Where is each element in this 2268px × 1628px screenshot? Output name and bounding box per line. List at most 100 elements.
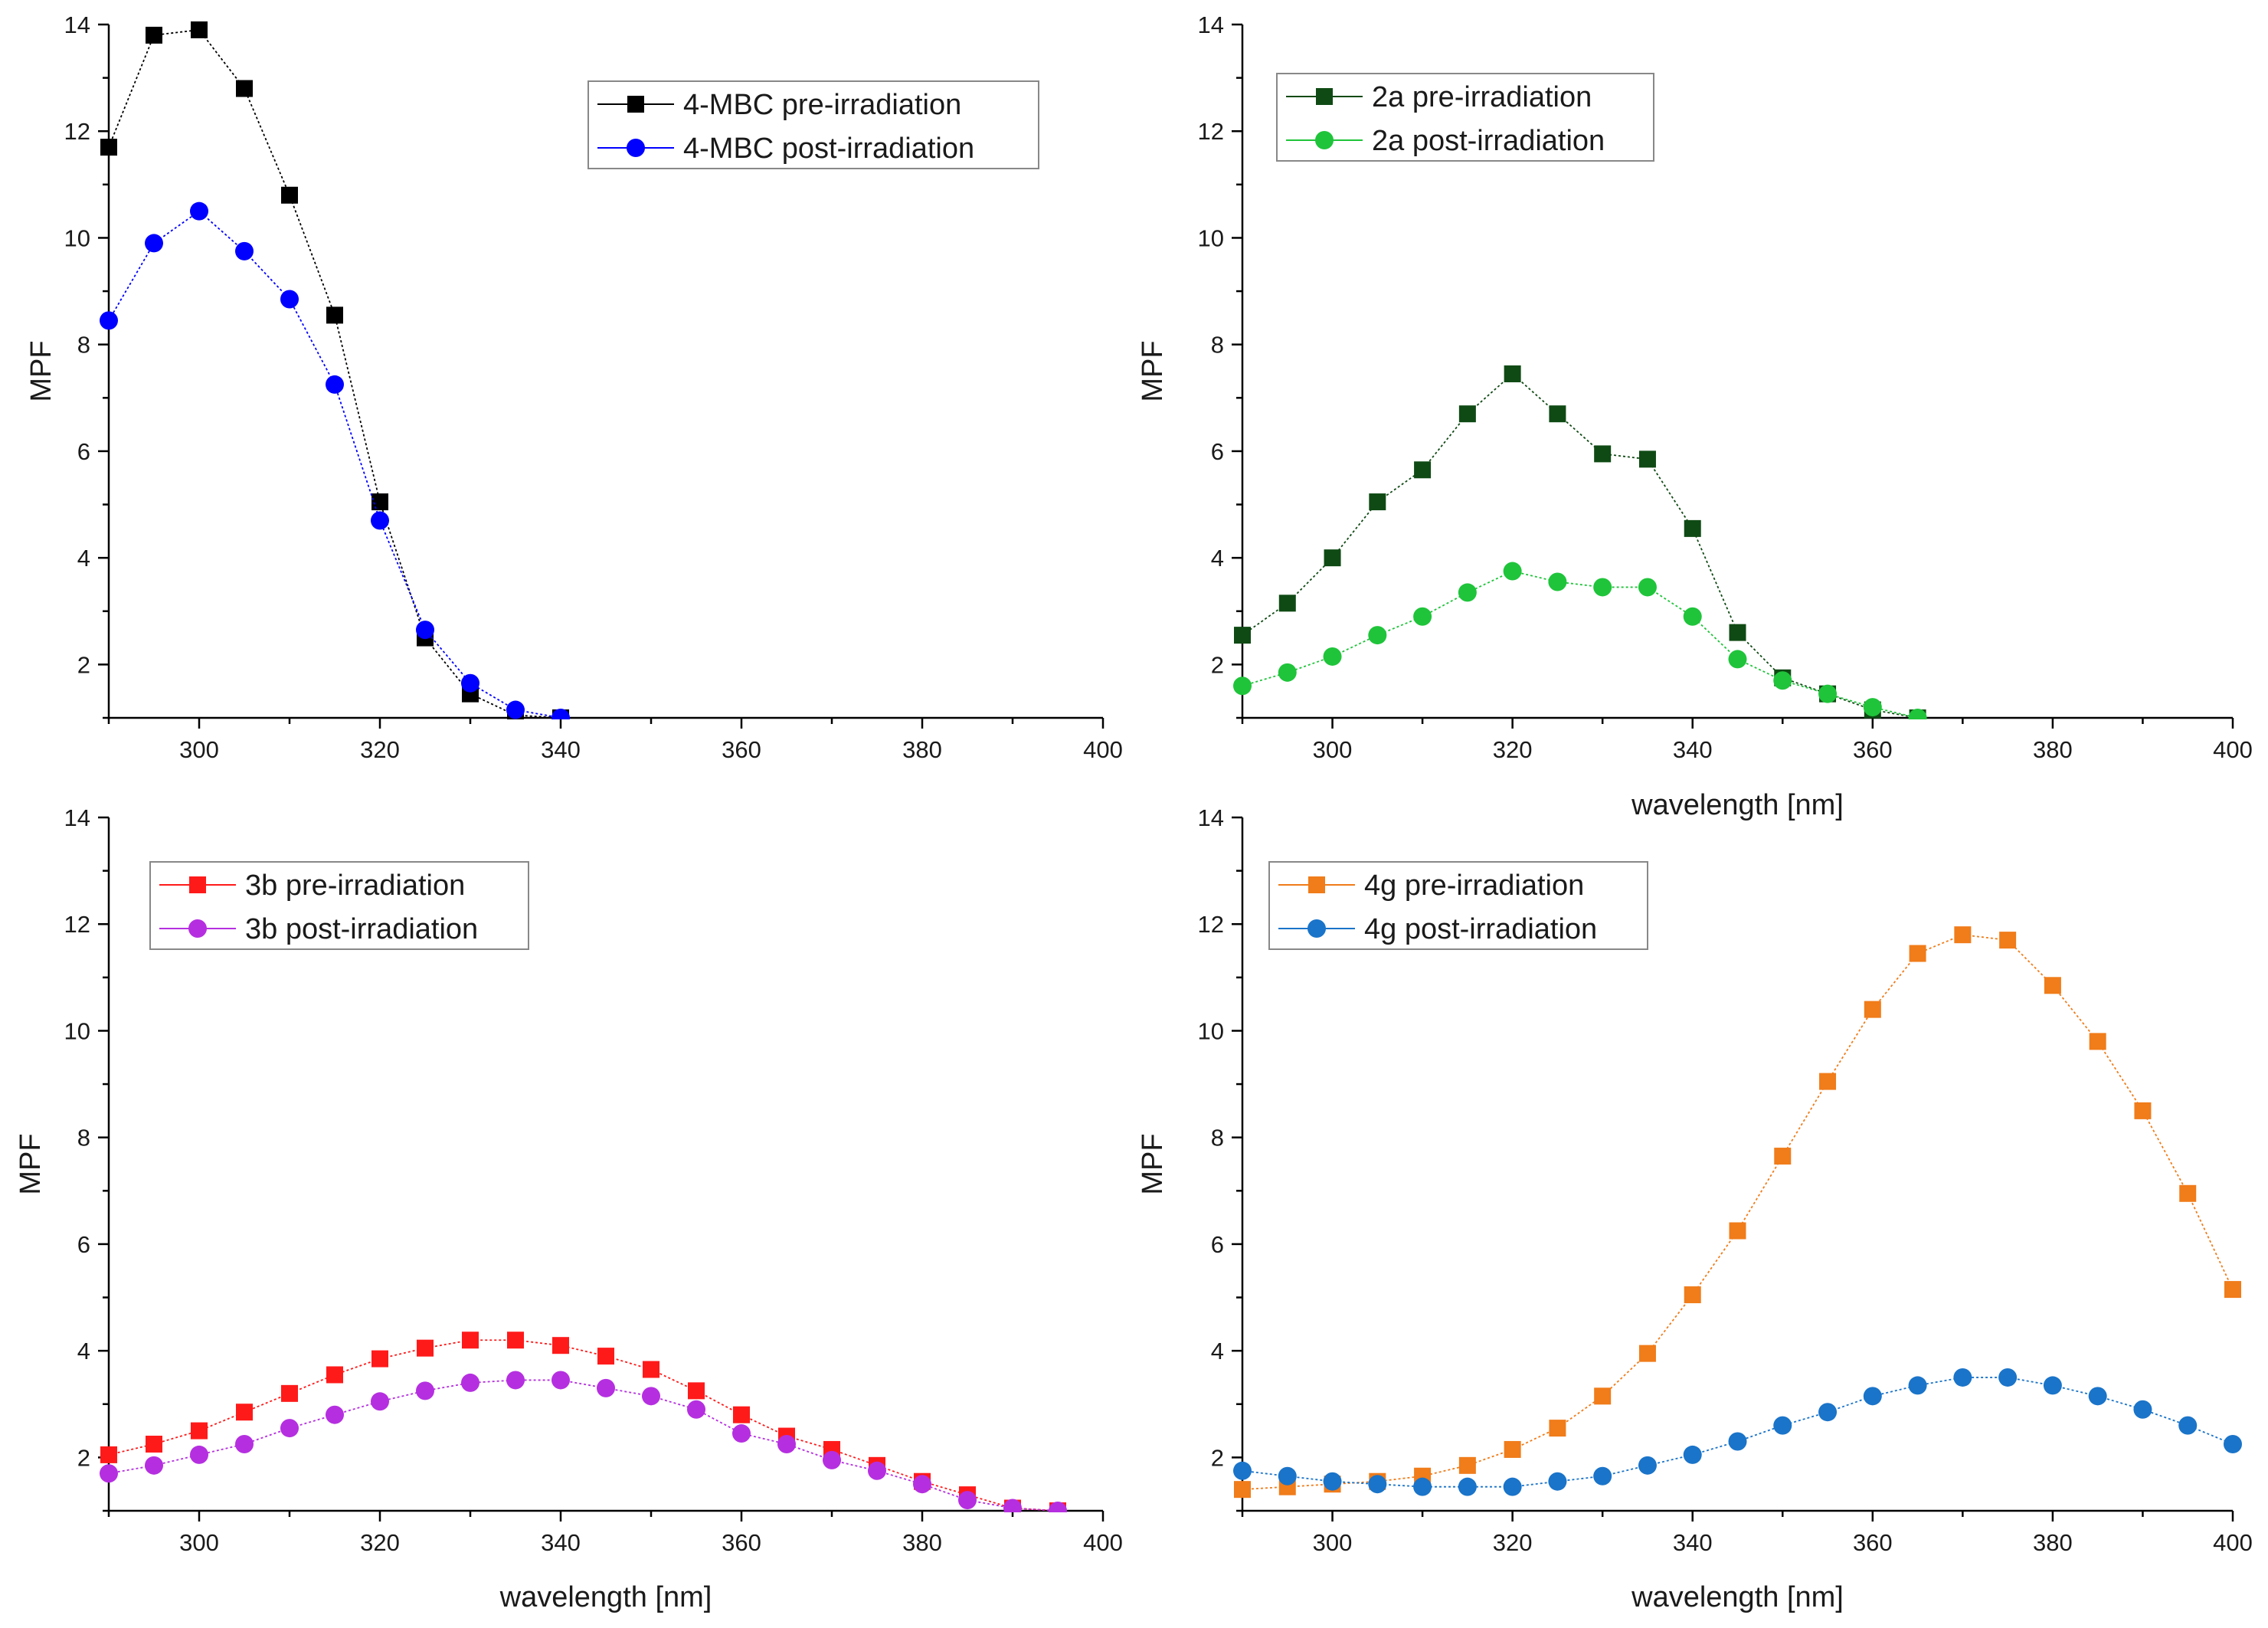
x-tick-label: 380 <box>902 736 942 763</box>
y-tick-label: 14 <box>64 11 90 38</box>
data-point <box>1638 1345 1656 1362</box>
data-point <box>190 1445 208 1464</box>
y-tick-label: 8 <box>1211 332 1224 359</box>
y-tick-label: 12 <box>1198 911 1224 938</box>
data-point <box>1909 945 1926 962</box>
data-point <box>1504 1440 1521 1458</box>
data-point <box>1638 1456 1657 1475</box>
data-point <box>2089 1033 2106 1050</box>
legend-label: 4g post-irradiation <box>1364 913 1597 945</box>
series-2a-post-irradiation <box>1233 562 1927 719</box>
series-line <box>108 29 561 719</box>
data-point <box>1863 698 1882 717</box>
data-point <box>1638 578 1657 597</box>
data-point <box>100 139 117 156</box>
x-tick-label: 380 <box>902 1529 942 1556</box>
legend-box <box>587 80 1039 169</box>
y-tick-label: 4 <box>77 545 90 572</box>
legend-label: 4-MBC pre-irradiation <box>683 89 961 121</box>
data-point <box>687 1400 705 1419</box>
data-point <box>416 621 434 640</box>
data-point <box>326 375 344 394</box>
x-tick-label: 400 <box>2213 736 2253 763</box>
data-point <box>191 1422 208 1440</box>
data-point <box>1818 684 1838 703</box>
x-tick-label: 300 <box>1313 1529 1353 1556</box>
data-point <box>551 709 570 719</box>
data-point <box>1728 650 1747 669</box>
data-point <box>1774 1148 1792 1165</box>
data-point <box>1278 595 1296 612</box>
x-tick-label: 320 <box>360 736 400 763</box>
legend-marker <box>1315 131 1334 149</box>
data-point <box>1458 405 1476 423</box>
x-tick-label: 380 <box>2033 1529 2073 1556</box>
legend-label: 3b pre-irradiation <box>245 870 465 902</box>
data-point <box>1548 1472 1567 1491</box>
legend-marker <box>1316 88 1333 105</box>
x-tick-label: 400 <box>2213 1529 2253 1556</box>
legend-marker <box>627 139 645 157</box>
legend-marker <box>627 96 644 113</box>
chart-panel-top-left: 300 320 340 360 380 400 2 4 6 8 10 12 14 MPF 4-MBC pre… <box>25 11 1123 763</box>
data-point <box>1593 1466 1612 1486</box>
data-point <box>236 1404 253 1421</box>
x-axis-title: wavelength [nm] <box>499 1581 712 1613</box>
y-tick-label: 10 <box>1198 224 1224 251</box>
chart-panel-top-right: 300 320 340 360 380 400 2 4 6 8 10 12 14 wavelength [… <box>1137 11 2253 821</box>
data-point <box>1369 493 1386 511</box>
y-tick-label: 12 <box>1198 118 1224 145</box>
data-point <box>280 290 299 309</box>
y-tick-label: 12 <box>64 911 90 938</box>
series-4-mbc-post-irradiation <box>100 201 570 719</box>
data-point <box>1729 624 1746 641</box>
data-point <box>1953 1368 1972 1387</box>
series-line <box>108 1379 1059 1512</box>
data-point <box>1003 1499 1022 1512</box>
y-axis-title: MPF <box>25 340 57 401</box>
data-point <box>2224 1281 2241 1299</box>
data-point <box>1594 445 1612 463</box>
data-point <box>643 1361 659 1378</box>
series-2a-pre-irradiation <box>1234 365 1926 719</box>
y-tick-label: 2 <box>1211 1444 1224 1471</box>
y-tick-label: 4 <box>1211 1338 1224 1364</box>
data-point <box>371 1350 388 1368</box>
y-tick-label: 6 <box>77 1231 90 1258</box>
data-point <box>1773 671 1792 690</box>
data-point <box>1728 1432 1747 1451</box>
data-point <box>326 1366 343 1384</box>
data-point <box>1683 1445 1702 1464</box>
legend-box <box>1268 861 1648 950</box>
data-point <box>1593 578 1612 597</box>
data-point <box>1323 1472 1342 1491</box>
series-4-mbc-pre-irradiation <box>100 21 569 719</box>
x-tick-label: 320 <box>1493 736 1533 763</box>
data-point <box>417 1339 434 1357</box>
x-tick-label: 300 <box>1313 736 1353 763</box>
y-tick-label: 14 <box>64 804 90 831</box>
x-tick-label: 320 <box>360 1529 400 1556</box>
series-4g-post-irradiation <box>1233 1368 2242 1496</box>
data-point <box>235 241 254 260</box>
data-point <box>1773 1416 1792 1435</box>
data-point <box>462 1332 479 1349</box>
legend: 3b pre-irradiation 3b post-irradiation <box>149 861 529 950</box>
data-point <box>1549 1420 1566 1437</box>
data-point <box>190 201 208 221</box>
data-point <box>281 1384 298 1402</box>
data-point <box>1368 626 1387 645</box>
x-tick-label: 340 <box>541 736 581 763</box>
data-point <box>552 1337 569 1354</box>
legend-label: 2a pre-irradiation <box>1372 81 1592 113</box>
x-tick-label: 300 <box>179 1529 219 1556</box>
legend-marker <box>1307 919 1326 938</box>
legend-box <box>1276 73 1654 162</box>
data-point <box>2088 1387 2107 1406</box>
series-line <box>1242 570 1918 719</box>
data-point <box>1233 1461 1252 1480</box>
data-point <box>326 306 343 324</box>
legend-label: 4g pre-irradiation <box>1364 870 1584 902</box>
y-tick-label: 6 <box>1211 1231 1224 1258</box>
